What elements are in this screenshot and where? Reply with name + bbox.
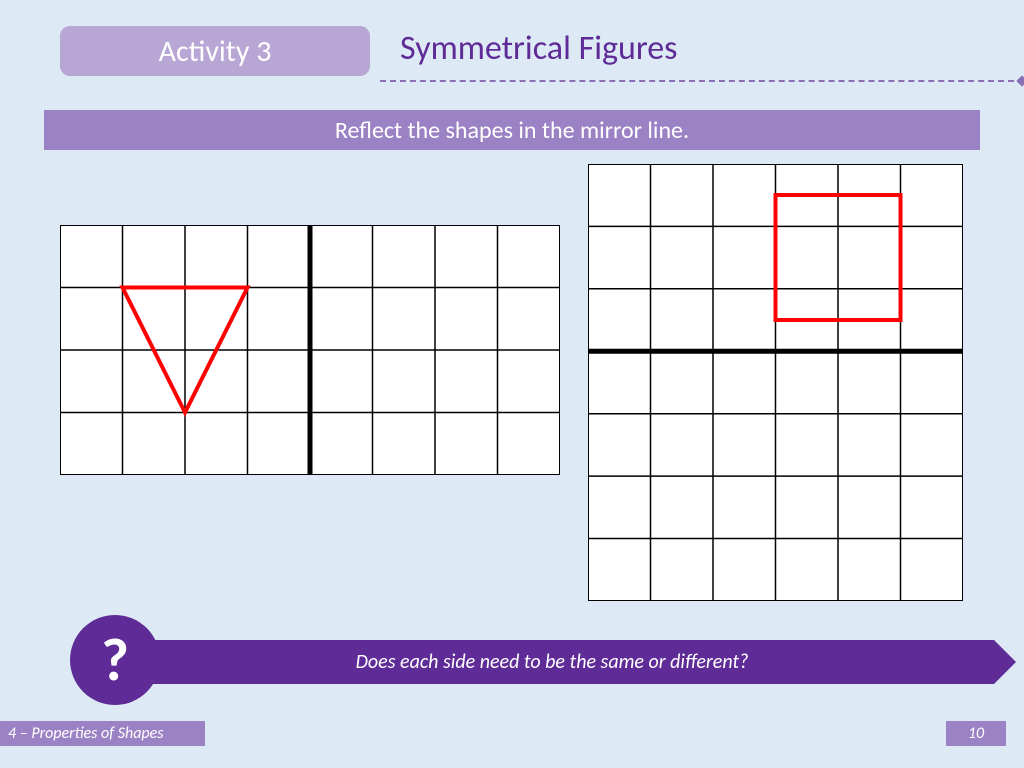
instruction-bar: Reflect the shapes in the mirror line.	[44, 110, 980, 150]
question-text: Does each side need to be the same or di…	[356, 650, 749, 674]
footer-chapter: 4 – Properties of Shapes	[0, 721, 205, 746]
title-underline	[380, 80, 1024, 82]
slide-title: Symmetrical Figures	[400, 28, 677, 69]
grid-right	[588, 164, 963, 601]
grid-left-svg	[60, 225, 560, 475]
footer-page-number: 10	[946, 721, 1006, 746]
question-circle: ?	[70, 615, 160, 705]
question-bar: Does each side need to be the same or di…	[110, 640, 994, 684]
grid-right-svg	[588, 164, 963, 601]
grid-left	[60, 225, 560, 475]
activity-badge: Activity 3	[60, 26, 370, 76]
